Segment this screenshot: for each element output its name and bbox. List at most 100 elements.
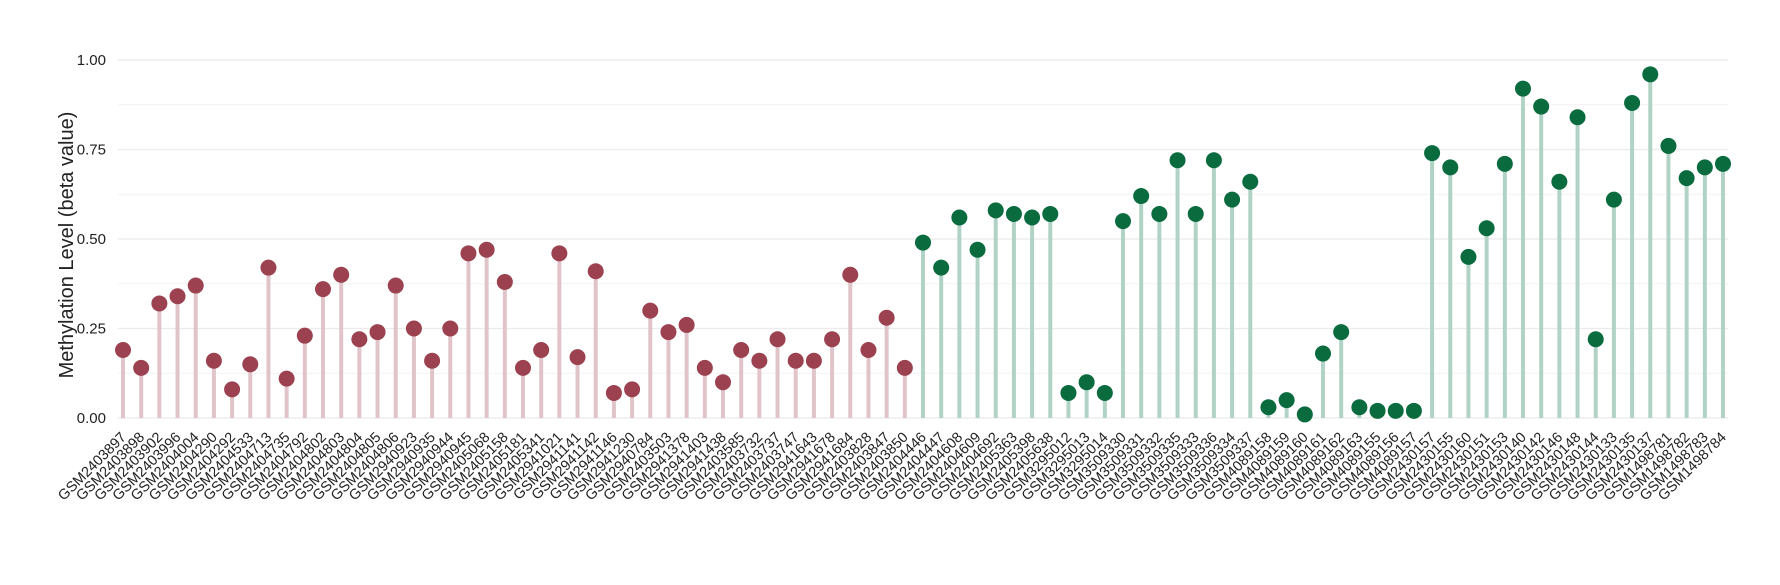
data-point xyxy=(733,341,750,358)
data-point xyxy=(878,309,895,326)
data-point xyxy=(1278,392,1295,409)
data-point xyxy=(1205,152,1222,169)
data-point xyxy=(1242,173,1259,190)
y-axis-ticks: 0.00 0.25 0.50 0.75 1.00 xyxy=(77,52,106,427)
data-point xyxy=(315,281,331,298)
data-point xyxy=(987,202,1004,219)
data-point xyxy=(1369,402,1386,419)
data-point xyxy=(805,352,822,369)
data-point xyxy=(1496,155,1513,172)
data-point xyxy=(951,209,968,226)
data-point xyxy=(1224,191,1241,208)
data-point xyxy=(405,320,422,337)
data-point xyxy=(515,359,531,376)
data-point xyxy=(1624,94,1641,111)
data-point xyxy=(1715,155,1731,172)
data-point xyxy=(1551,173,1568,190)
data-point xyxy=(169,288,186,305)
data-point xyxy=(1115,213,1131,230)
data-point xyxy=(187,277,204,294)
data-point xyxy=(296,327,313,344)
y-tick-label: 0.00 xyxy=(77,410,106,427)
data-point xyxy=(1442,159,1459,176)
data-point xyxy=(605,384,622,401)
data-point xyxy=(569,349,586,366)
stem-layer xyxy=(121,74,1725,418)
y-tick-label: 0.50 xyxy=(77,231,106,248)
data-point xyxy=(1296,406,1313,423)
data-point xyxy=(1533,98,1550,115)
data-point xyxy=(369,324,386,341)
data-point xyxy=(133,359,150,376)
data-point xyxy=(1424,145,1441,162)
data-point xyxy=(333,266,350,283)
data-point xyxy=(1515,80,1531,97)
data-point xyxy=(460,245,477,262)
data-point xyxy=(533,341,550,358)
data-point xyxy=(915,234,931,251)
data-point xyxy=(678,316,695,333)
data-point xyxy=(1660,137,1677,154)
data-point xyxy=(1169,152,1186,169)
data-point xyxy=(1024,209,1041,226)
data-point xyxy=(387,277,404,294)
data-point xyxy=(115,341,131,358)
point-layer xyxy=(115,66,1731,423)
data-point xyxy=(1605,191,1622,208)
data-point xyxy=(1478,220,1495,237)
y-axis-label: Methylation Level (beta value) xyxy=(56,112,78,379)
data-point xyxy=(205,352,222,369)
data-point xyxy=(1060,384,1077,401)
data-point xyxy=(1078,374,1095,391)
data-point xyxy=(1351,399,1368,416)
data-point xyxy=(1005,205,1022,222)
data-point xyxy=(1387,402,1404,419)
data-point xyxy=(224,381,241,398)
x-axis-ticks: GSM2403897GSM2403898GSM2403902GSM2403996… xyxy=(55,430,1730,505)
data-point xyxy=(587,263,604,280)
data-point xyxy=(1569,109,1586,126)
data-point xyxy=(260,259,277,276)
data-point xyxy=(242,356,259,373)
data-point xyxy=(660,324,677,341)
y-tick-label: 1.00 xyxy=(77,52,106,69)
data-point xyxy=(1696,159,1713,176)
data-point xyxy=(896,359,913,376)
data-point xyxy=(696,359,713,376)
data-point xyxy=(1133,188,1150,205)
y-tick-label: 0.25 xyxy=(77,321,106,338)
data-point xyxy=(1096,384,1113,401)
data-point xyxy=(551,245,568,262)
data-point xyxy=(1333,324,1350,341)
data-point xyxy=(969,241,986,258)
data-point xyxy=(151,295,168,312)
data-point xyxy=(478,241,495,258)
data-point xyxy=(278,370,295,387)
data-point xyxy=(751,352,768,369)
data-point xyxy=(1587,331,1604,348)
data-point xyxy=(715,374,731,391)
data-point xyxy=(824,331,841,348)
data-point xyxy=(842,266,859,283)
data-point xyxy=(624,381,641,398)
data-point xyxy=(1315,345,1331,362)
data-point xyxy=(860,341,877,358)
data-point xyxy=(787,352,804,369)
data-point xyxy=(1642,66,1659,83)
data-point xyxy=(424,352,441,369)
data-point xyxy=(1151,205,1168,222)
data-point xyxy=(933,259,950,276)
data-point xyxy=(1042,205,1059,222)
data-point xyxy=(1260,399,1277,416)
data-point xyxy=(351,331,368,348)
data-point xyxy=(642,302,659,319)
data-point xyxy=(1678,170,1695,187)
data-point xyxy=(1460,248,1477,265)
y-tick-label: 0.75 xyxy=(77,142,106,159)
data-point xyxy=(442,320,459,337)
data-point xyxy=(769,331,786,348)
data-point xyxy=(496,273,513,290)
data-point xyxy=(1187,205,1204,222)
